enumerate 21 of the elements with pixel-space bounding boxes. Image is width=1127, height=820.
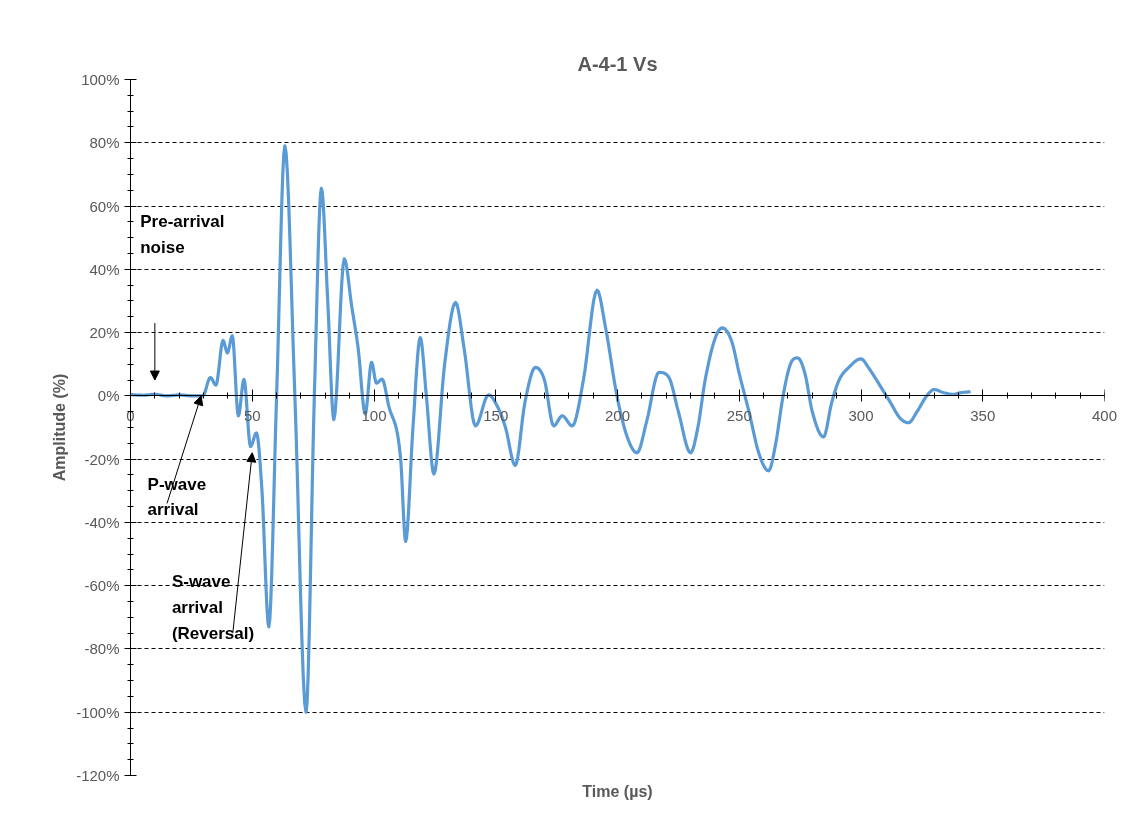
y-tick-label: -80% bbox=[84, 640, 120, 658]
y-tick-label: 40% bbox=[89, 260, 120, 278]
x-axis-title: Time (µs) bbox=[582, 782, 653, 800]
x-tick-label: 300 bbox=[848, 406, 874, 424]
annotation: P-wave arrival bbox=[147, 474, 207, 520]
annotation: Pre-arrival noise bbox=[140, 212, 225, 257]
y-axis-title: Amplitude (%) bbox=[51, 373, 69, 482]
chart-title: A-4-1 Vs bbox=[577, 52, 658, 75]
y-tick-label: -20% bbox=[84, 450, 120, 468]
y-tick-label: 100% bbox=[81, 71, 120, 88]
y-tick-label: -60% bbox=[84, 577, 120, 595]
y-tick-label: 0% bbox=[97, 387, 120, 405]
y-tick-label: -100% bbox=[76, 703, 120, 721]
x-tick-label: 400 bbox=[1091, 406, 1118, 424]
x-tick-label: 350 bbox=[970, 406, 996, 424]
y-tick-label: 80% bbox=[89, 134, 120, 152]
y-tick-label: 20% bbox=[89, 324, 120, 342]
x-tick-label: 100 bbox=[361, 406, 387, 424]
y-tick-label: -120% bbox=[76, 767, 120, 784]
y-tick-label: -40% bbox=[84, 513, 120, 531]
y-tick-label: 60% bbox=[89, 197, 120, 215]
